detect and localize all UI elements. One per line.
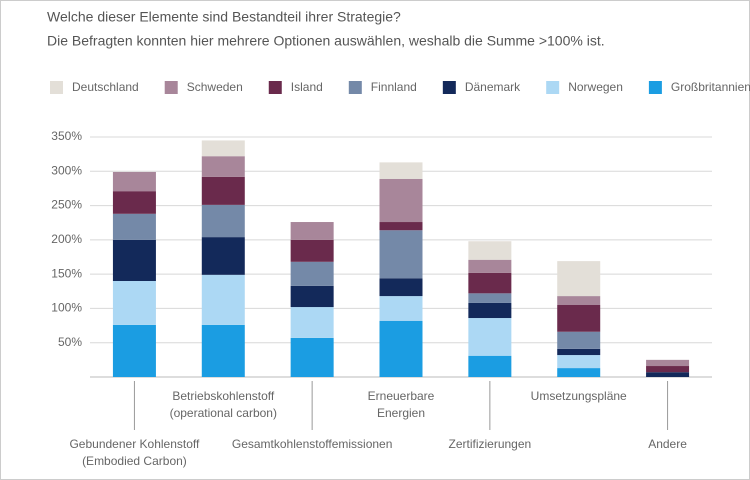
bar-segment xyxy=(379,278,423,297)
legend-swatch xyxy=(348,81,362,94)
bar-segment xyxy=(379,230,423,279)
bar-segment xyxy=(557,296,601,305)
bar-segment xyxy=(112,213,156,240)
bar-segment xyxy=(112,281,156,325)
bar-segment xyxy=(379,296,423,321)
bar-segment xyxy=(646,359,690,367)
y-tick-label: 350% xyxy=(51,129,82,143)
bar-segment xyxy=(557,305,601,332)
legend-swatch xyxy=(268,81,282,94)
bar-segment xyxy=(112,239,156,281)
bar-segment xyxy=(557,368,601,377)
bar-segment xyxy=(201,176,245,205)
legend-swatch xyxy=(648,81,662,94)
legend-label: Großbritannien xyxy=(671,80,750,94)
legend-swatch xyxy=(546,81,560,94)
bar-segment xyxy=(201,140,245,157)
bar-segment xyxy=(646,372,690,377)
bar-segment xyxy=(468,293,512,303)
legend-label: Island xyxy=(291,80,323,94)
x-tick-label: Umsetzungspläne xyxy=(530,389,627,403)
bar-segment xyxy=(379,162,423,179)
chart-subtitle: Die Befragten konnten hier mehrere Optio… xyxy=(47,33,605,49)
bar-segment xyxy=(201,274,245,325)
bar-segment xyxy=(112,324,156,377)
y-tick-label: 100% xyxy=(51,301,82,315)
legend-swatch xyxy=(442,81,456,94)
bar-segment xyxy=(201,204,245,238)
bar-segment xyxy=(290,239,334,262)
bar-segment xyxy=(468,318,512,356)
bar-segment xyxy=(468,259,512,273)
bar-segment xyxy=(379,178,423,223)
bar-segment xyxy=(468,302,512,319)
x-tick-label: Gebundener Kohlenstoff (Embodied Carbon) xyxy=(69,437,200,468)
bar-segment xyxy=(290,285,334,308)
bar-segment xyxy=(379,222,423,231)
legend-label: Deutschland xyxy=(72,80,139,94)
y-tick-label: 300% xyxy=(51,163,82,177)
bar-segment xyxy=(468,272,512,294)
y-tick-label: 50% xyxy=(58,335,82,349)
x-tick-label: Gesamtkohlenstoffemissionen xyxy=(231,437,393,451)
x-tick-label: Zertifizierungen xyxy=(448,437,532,451)
bar-segment xyxy=(379,320,423,377)
chart-title: Welche dieser Elemente sind Bestandteil … xyxy=(47,9,401,25)
legend-label: Finnland xyxy=(371,80,417,94)
x-tick-label: Andere xyxy=(648,437,687,451)
bar-segment xyxy=(646,366,690,373)
bar-segment xyxy=(557,261,601,297)
bar-segment xyxy=(201,156,245,177)
x-tick-label: Erneuerbare Energien xyxy=(367,389,435,420)
bar-segment xyxy=(557,348,601,356)
bar-segment xyxy=(468,241,512,260)
bar-segment xyxy=(112,171,156,192)
y-tick-label: 250% xyxy=(51,198,82,212)
legend-label: Schweden xyxy=(187,80,243,94)
bar-segment xyxy=(557,331,601,349)
bar-segment xyxy=(468,355,512,377)
bar-segment xyxy=(112,191,156,214)
bar-segment xyxy=(201,237,245,275)
bar-segment xyxy=(290,261,334,286)
bar-segment xyxy=(290,222,334,240)
x-tick-label: Betriebskohlenstoff (operational carbon) xyxy=(169,389,277,420)
bar-segment xyxy=(557,355,601,369)
bar-segment xyxy=(290,337,334,377)
bar-segment xyxy=(201,324,245,377)
bar-segment xyxy=(290,307,334,338)
legend-label: Norwegen xyxy=(568,80,623,94)
legend-swatch xyxy=(50,81,63,94)
legend-swatch xyxy=(164,81,178,94)
y-tick-label: 200% xyxy=(51,232,82,246)
y-tick-label: 150% xyxy=(51,266,82,280)
legend-label: Dänemark xyxy=(465,80,521,94)
